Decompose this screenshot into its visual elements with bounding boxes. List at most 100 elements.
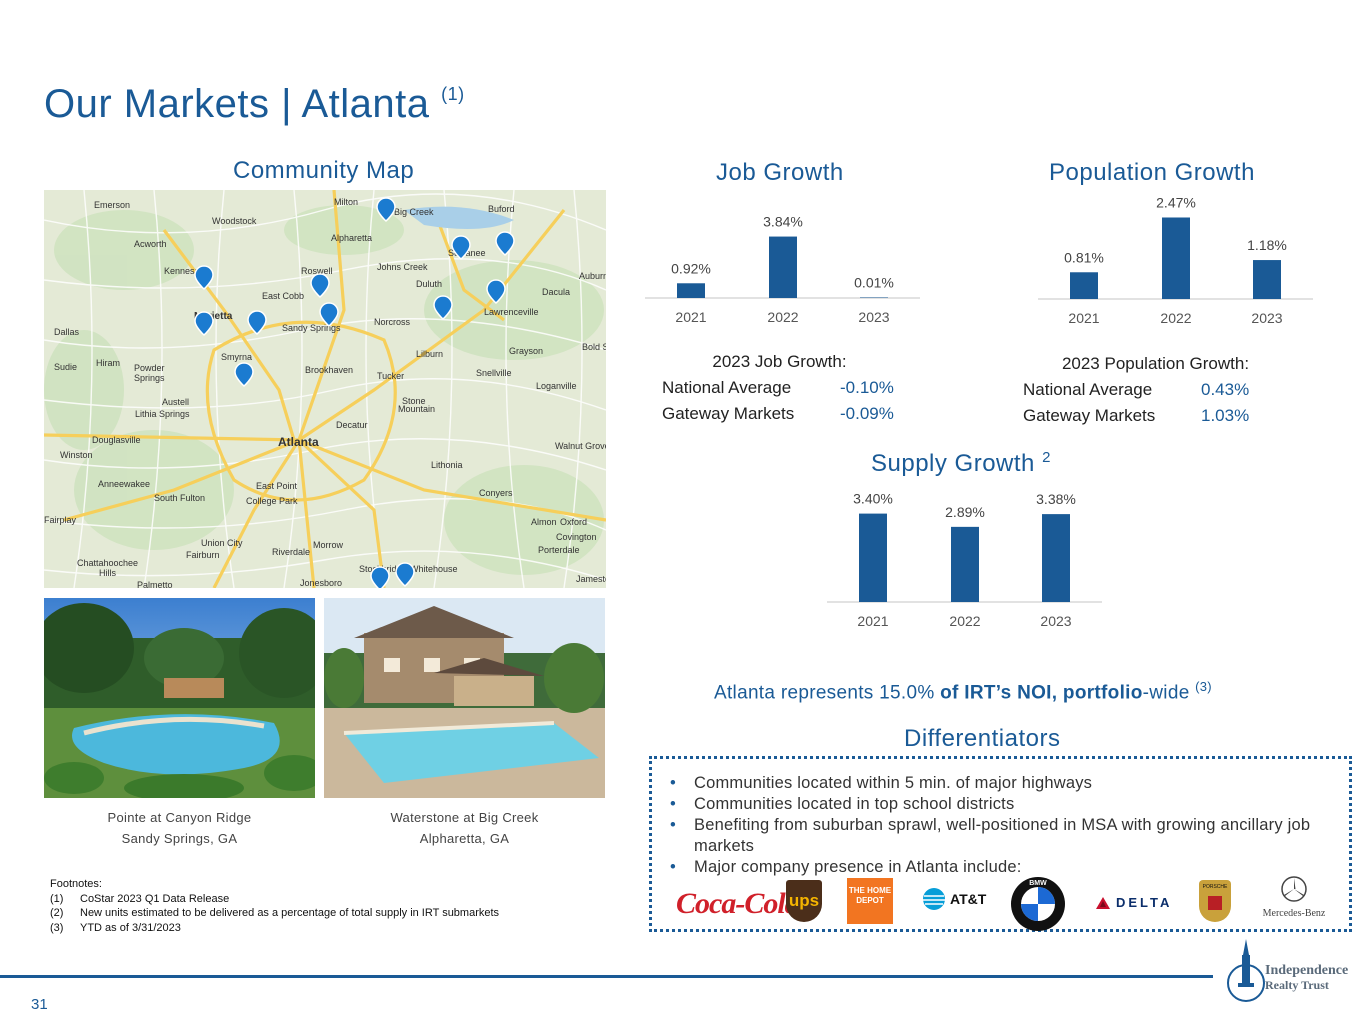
svg-text:Fairburn: Fairburn	[186, 550, 220, 560]
svg-text:Hiram: Hiram	[96, 358, 120, 368]
svg-text:Chattahoochee: Chattahoochee	[77, 558, 138, 568]
footnote-2: (2) New units estimated to be delivered a…	[50, 907, 500, 919]
data-label: 3.40%	[853, 491, 893, 507]
svg-text:Oxford: Oxford	[560, 517, 587, 527]
mercedes-star-icon	[1281, 876, 1307, 902]
svg-text:Marietta: Marietta	[194, 311, 233, 322]
job-growth-chart: 0.92% 2021 3.84% 2022 0.01% 2023	[645, 214, 920, 325]
map-graphic: Emerson Woodstock Milton Big Creek Buford Ac…	[44, 190, 606, 588]
footnotes: Footnotes: (1) CoStar 2023 Q1 Data Releas…	[50, 878, 500, 934]
svg-text:Whitehouse: Whitehouse	[410, 564, 458, 574]
photo-waterstone-at-big-creek	[324, 598, 605, 798]
data-label: 3.84%	[763, 214, 803, 230]
differentiator-item: Communities located within 5 min. of maj…	[668, 773, 1348, 794]
chart-bar	[677, 283, 705, 298]
svg-text:Woodstock: Woodstock	[212, 216, 257, 226]
photo-caption-1: Pointe at Canyon Ridge Sandy Springs, GA	[107, 810, 252, 846]
job-growth-stats: 2023 Job Growth: National Average -0.10% …	[662, 349, 922, 427]
tick-label: 2022	[1160, 310, 1191, 326]
svg-text:Almon: Almon	[531, 517, 557, 527]
svg-text:Jameston: Jameston	[576, 574, 606, 584]
community-map-title: Community Map	[233, 157, 415, 184]
logo-text-1: Independence	[1265, 963, 1349, 978]
svg-text:Union City: Union City	[201, 538, 243, 548]
population-growth-subtitle: 2023 Population Growth:	[1061, 354, 1250, 373]
tick-label: 2021	[1068, 310, 1099, 326]
job-national-value: -0.10%	[840, 378, 894, 397]
pop-gateway-label: Gateway Markets	[1023, 406, 1156, 425]
svg-text:Riverdale: Riverdale	[272, 547, 310, 557]
footnote-3: (3) YTD as of 3/31/2023	[50, 921, 181, 934]
svg-text:Johns Creek: Johns Creek	[377, 262, 428, 272]
logo-att: AT&T	[922, 887, 986, 911]
svg-text:Kennesaw: Kennesaw	[164, 266, 207, 276]
logo-coca-cola: Coca-Cola	[676, 887, 800, 920]
att-globe-icon	[923, 888, 945, 910]
photo-caption-2: Waterstone at Big Creek Alpharetta, GA	[390, 810, 539, 846]
svg-text:Walnut Grove: Walnut Grove	[555, 441, 606, 451]
differentiators-list: Communities located within 5 min. of maj…	[668, 773, 1348, 878]
data-label: 3.38%	[1036, 491, 1076, 507]
logo-porsche: PORSCHE	[1199, 880, 1231, 922]
chart-bar	[1042, 514, 1070, 602]
population-growth-chart: 0.81% 2021 2.47% 2022 1.18% 2023	[1038, 194, 1313, 326]
svg-text:Emerson: Emerson	[94, 200, 130, 210]
svg-text:Brookhaven: Brookhaven	[305, 365, 353, 375]
chart-bar	[1162, 217, 1190, 299]
differentiator-item: Major company presence in Atlanta includ…	[668, 857, 1348, 878]
svg-text:Lilburn: Lilburn	[416, 349, 443, 359]
svg-text:Palmetto: Palmetto	[137, 580, 173, 588]
svg-text:Morrow: Morrow	[313, 540, 344, 550]
page-number: 31	[31, 996, 48, 1013]
svg-text:Tucker: Tucker	[377, 371, 404, 381]
svg-text:Lithia Springs: Lithia Springs	[135, 409, 190, 419]
logo-mercedes-benz: Mercedes-Benz	[1254, 875, 1334, 919]
svg-text:Lithonia: Lithonia	[431, 460, 463, 470]
liberty-bell-tower-icon	[1227, 939, 1265, 1002]
svg-text:Buford: Buford	[488, 204, 515, 214]
svg-text:Smyrna: Smyrna	[221, 352, 252, 362]
community-map[interactable]: Emerson Woodstock Milton Big Creek Buford Ac…	[44, 190, 606, 588]
logo-ups: ups	[786, 880, 822, 922]
logo-bmw: BMW	[1010, 876, 1066, 937]
svg-text:Fairplay: Fairplay	[44, 515, 77, 525]
logo-delta: DELTA	[1096, 895, 1172, 910]
differentiators-box: Communities located within 5 min. of maj…	[649, 756, 1352, 932]
differentiator-item: Communities located in top school distri…	[668, 794, 1348, 815]
svg-text:Anneewakee: Anneewakee	[98, 479, 150, 489]
job-gateway-value: -0.09%	[840, 404, 894, 423]
population-growth-title: Population Growth	[1049, 159, 1255, 186]
chart-bar	[769, 236, 797, 298]
svg-text:Milton: Milton	[334, 197, 358, 207]
tick-label: 2023	[858, 309, 889, 325]
tick-label: 2023	[1040, 613, 1071, 629]
svg-text:Big Creek: Big Creek	[394, 207, 434, 217]
chart-bar	[1070, 272, 1098, 299]
svg-text:BMW: BMW	[1029, 880, 1047, 887]
data-label: 2.89%	[945, 504, 985, 520]
svg-text:Loganville: Loganville	[536, 381, 577, 391]
job-growth-title: Job Growth	[716, 159, 844, 186]
pop-national-value: 0.43%	[1201, 380, 1250, 399]
svg-text:Atlanta: Atlanta	[278, 435, 319, 449]
pop-gateway-value: 1.03%	[1201, 406, 1250, 425]
supply-growth-title: Supply Growth 2	[871, 449, 1051, 477]
footnote-1: (1) CoStar 2023 Q1 Data Release	[50, 892, 230, 905]
svg-text:Conyers: Conyers	[479, 488, 513, 498]
svg-text:Bold S: Bold S	[582, 342, 606, 352]
data-label: 0.92%	[671, 260, 711, 276]
svg-text:Alpharetta: Alpharetta	[331, 233, 372, 243]
chart-bar	[951, 526, 979, 602]
delta-widget-icon	[1096, 896, 1110, 909]
svg-text:Auburn: Auburn	[579, 271, 606, 281]
svg-text:Duluth: Duluth	[416, 279, 442, 289]
irt-logo	[1226, 937, 1266, 1010]
svg-text:Winston: Winston	[60, 450, 93, 460]
svg-text:Acworth: Acworth	[134, 239, 167, 249]
svg-text:Hills: Hills	[99, 568, 116, 578]
svg-text:Jonesboro: Jonesboro	[300, 578, 342, 588]
svg-text:Powder: Powder	[134, 363, 165, 373]
svg-text:Springs: Springs	[134, 373, 165, 383]
differentiator-item: Benefiting from suburban sprawl, well-po…	[668, 815, 1348, 857]
svg-text:Sudie: Sudie	[54, 362, 77, 372]
